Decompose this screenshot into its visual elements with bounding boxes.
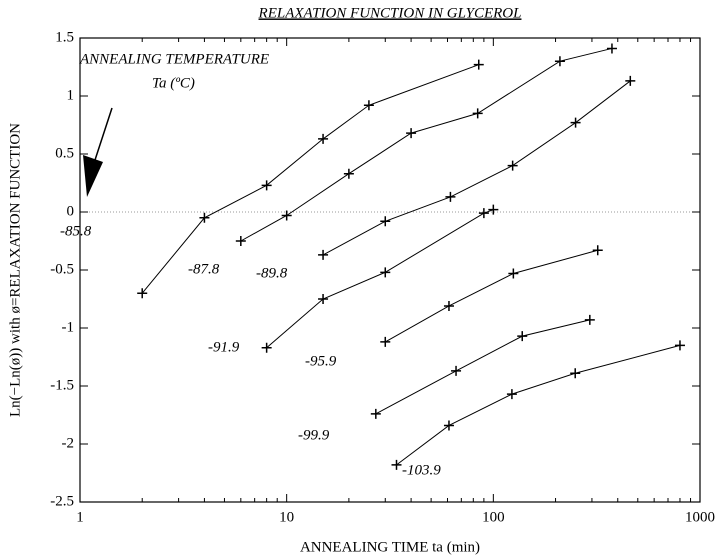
x-axis-label: ANNEALING TIME ta (min) xyxy=(300,539,480,555)
point-marker xyxy=(488,204,499,215)
x-tick-label: 1000 xyxy=(685,509,715,525)
point-marker xyxy=(443,420,454,431)
annotation: Ta (ºC) xyxy=(152,75,195,91)
arrow-shaft xyxy=(94,107,113,161)
series-line xyxy=(322,80,631,256)
point-marker xyxy=(318,294,329,304)
point-marker xyxy=(443,300,454,311)
y-axis-label: Ln(−Ln(ø)) with ø=RELAXATION FUNCTION xyxy=(7,123,23,417)
series-line xyxy=(396,344,681,466)
point-marker xyxy=(343,168,354,179)
point-marker xyxy=(235,236,246,246)
point-marker xyxy=(592,245,603,256)
y-tick-label: -0.5 xyxy=(50,261,74,277)
point-marker xyxy=(625,75,636,86)
point-marker xyxy=(554,56,565,67)
x-tick-label: 10 xyxy=(279,509,294,525)
series-line xyxy=(385,249,598,343)
chart-title: RELAXATION FUNCTION IN GLYCEROL xyxy=(258,5,522,21)
point-marker xyxy=(370,408,381,419)
y-tick-label: -1.5 xyxy=(50,377,74,393)
point-marker xyxy=(507,160,518,171)
series-label: -99.9 xyxy=(298,427,330,443)
point-marker xyxy=(570,117,581,128)
point-marker xyxy=(318,133,329,144)
y-tick-label: 0.5 xyxy=(55,145,74,161)
series-label: -103.9 xyxy=(402,462,441,478)
x-tick-label: 100 xyxy=(482,509,505,525)
point-marker xyxy=(261,342,272,353)
series-line xyxy=(141,64,479,294)
point-marker xyxy=(674,340,685,351)
point-marker xyxy=(380,267,391,278)
point-marker xyxy=(472,108,483,119)
point-marker xyxy=(570,368,581,379)
point-marker xyxy=(261,180,272,191)
y-tick-label: -2.5 xyxy=(50,493,74,509)
point-marker xyxy=(606,43,617,54)
series-label: -85.8 xyxy=(60,223,92,239)
point-marker xyxy=(506,389,517,400)
y-tick-label: 1.5 xyxy=(55,29,74,45)
point-marker xyxy=(445,191,456,202)
point-marker xyxy=(318,249,329,260)
point-marker xyxy=(380,336,391,347)
point-marker xyxy=(137,288,148,299)
point-marker xyxy=(584,314,595,325)
arrow-head xyxy=(83,155,103,197)
y-tick-label: -1 xyxy=(62,319,75,335)
point-marker xyxy=(451,365,462,376)
series-label: -87.8 xyxy=(188,261,220,277)
point-marker xyxy=(391,459,402,470)
x-tick-label: 1 xyxy=(76,509,84,525)
y-tick-label: 0 xyxy=(67,203,75,219)
series-line xyxy=(375,319,590,415)
annotation: ANNEALING TEMPERATURE xyxy=(79,51,269,67)
point-marker xyxy=(508,268,519,279)
series-line xyxy=(266,209,494,349)
point-marker xyxy=(281,210,292,221)
point-marker xyxy=(199,212,210,223)
point-marker xyxy=(380,216,391,227)
point-marker xyxy=(363,100,374,111)
point-marker xyxy=(517,331,528,342)
point-marker xyxy=(478,208,489,219)
point-marker xyxy=(406,128,417,139)
y-tick-label: 1 xyxy=(67,87,75,103)
series-label: -89.8 xyxy=(256,265,288,281)
point-marker xyxy=(473,59,484,70)
series-label: -91.9 xyxy=(208,339,240,355)
series-label: -95.9 xyxy=(305,353,337,369)
y-tick-label: -2 xyxy=(62,435,75,451)
